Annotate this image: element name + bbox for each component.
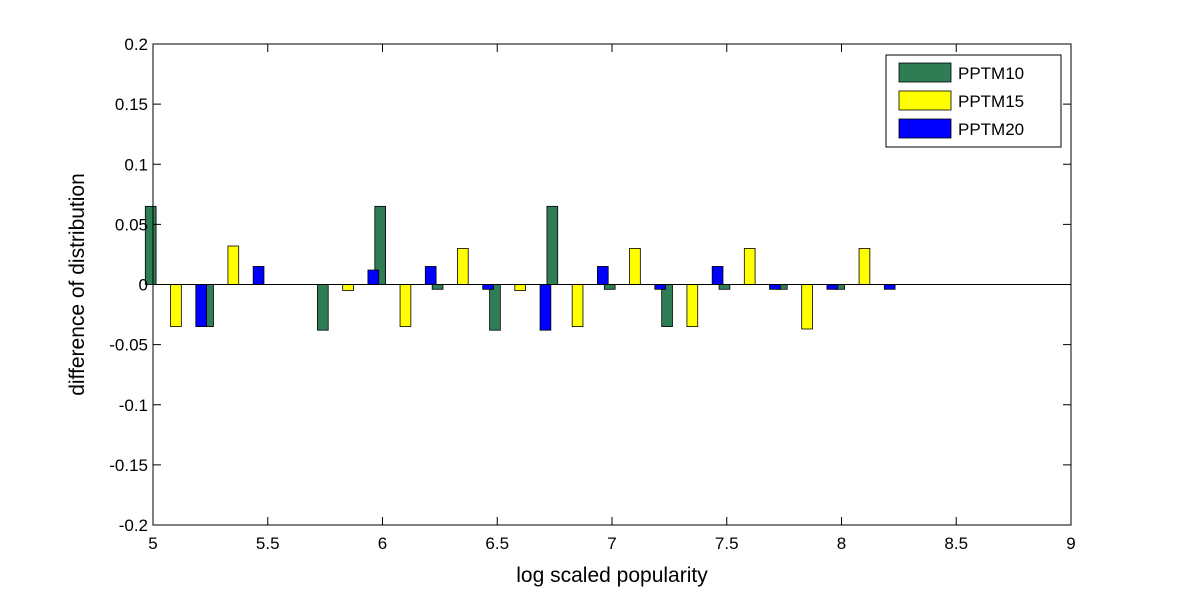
- bar-pptm20-10: [769, 284, 781, 290]
- y-tick-label: -0.15: [109, 456, 148, 475]
- bar-pptm15-11: [801, 284, 813, 330]
- x-tick-label: 5: [148, 534, 157, 553]
- x-tick-label: 9: [1066, 534, 1075, 553]
- legend-label-pptm15: PPTM15: [958, 92, 1024, 111]
- bar-pptm20-12: [883, 284, 896, 290]
- bar-pptm20-7: [597, 266, 609, 285]
- bar-pptm15-1: [170, 284, 182, 327]
- bar-pptm10-7: [546, 205, 559, 285]
- y-tick-label: 0.2: [124, 35, 148, 54]
- bar-pptm15-5: [457, 248, 469, 285]
- bar-pptm15-2: [227, 245, 240, 285]
- legend-label-pptm20: PPTM20: [958, 120, 1024, 139]
- bar-pptm15-12: [858, 248, 871, 285]
- bar-pptm15-8: [629, 248, 641, 285]
- x-tick-label: 8.5: [944, 534, 968, 553]
- y-axis-label: difference of distribution: [66, 173, 89, 396]
- bar-pptm10-10: [718, 284, 731, 290]
- y-tick-label: -0.2: [119, 516, 148, 535]
- bar-pptm20-9: [711, 266, 724, 285]
- x-tick-label: 5.5: [256, 534, 280, 553]
- y-axis-ticks: 0.2 0.15 0.1 0.05 0 -0.05 -0.1 -0.15 -0.2: [109, 35, 1071, 535]
- bar-pptm20-1: [195, 284, 207, 327]
- bar-pptm15-6: [514, 284, 526, 291]
- bar-pptm20-4: [424, 266, 437, 285]
- y-tick-label: -0.05: [109, 336, 148, 355]
- x-tick-label: 6.5: [485, 534, 509, 553]
- bar-pptm15-7: [571, 284, 584, 327]
- bar-pptm20-11: [826, 284, 839, 290]
- bar-pptm15-9: [686, 284, 699, 327]
- y-tick-label: 0.1: [124, 155, 148, 174]
- bar-pptm20-6: [539, 284, 552, 331]
- bar-pptm15-4: [399, 284, 412, 327]
- bar-pptm10-5: [431, 284, 444, 290]
- legend: PPTM10 PPTM15 PPTM20: [885, 54, 1062, 148]
- x-tick-label: 7.5: [715, 534, 739, 553]
- y-tick-label: -0.1: [119, 396, 148, 415]
- legend-swatch-pptm20: [898, 118, 952, 139]
- bar-pptm20-2: [252, 266, 265, 285]
- bar-pptm10-8: [603, 284, 616, 290]
- bar-pptm10-6: [489, 284, 501, 331]
- bar-pptm10-9: [661, 284, 673, 327]
- x-tick-label: 6: [378, 534, 387, 553]
- bar-pptm10-1: [144, 205, 157, 285]
- x-axis-ticks: 5 5.5 6 6.5 7 7.5 8 8.5 9: [148, 44, 1076, 553]
- legend-label-pptm10: PPTM10: [958, 64, 1024, 83]
- bars-layer: [144, 205, 896, 331]
- bar-pptm20-5: [482, 284, 494, 290]
- legend-swatch-pptm15: [898, 90, 952, 111]
- x-tick-label: 7: [607, 534, 616, 553]
- bar-pptm15-10: [743, 248, 756, 285]
- x-axis-label: log scaled popularity: [516, 564, 708, 587]
- legend-swatch-pptm10: [898, 62, 952, 83]
- x-tick-label: 8: [837, 534, 846, 553]
- bar-pptm10-3: [317, 284, 329, 331]
- bar-pptm20-3: [367, 269, 380, 285]
- y-tick-label: 0.15: [115, 95, 148, 114]
- y-tick-label: 0: [139, 276, 148, 295]
- bar-pptm15-3: [342, 284, 354, 291]
- bar-pptm20-8: [654, 284, 666, 290]
- y-tick-label: 0.05: [115, 215, 148, 234]
